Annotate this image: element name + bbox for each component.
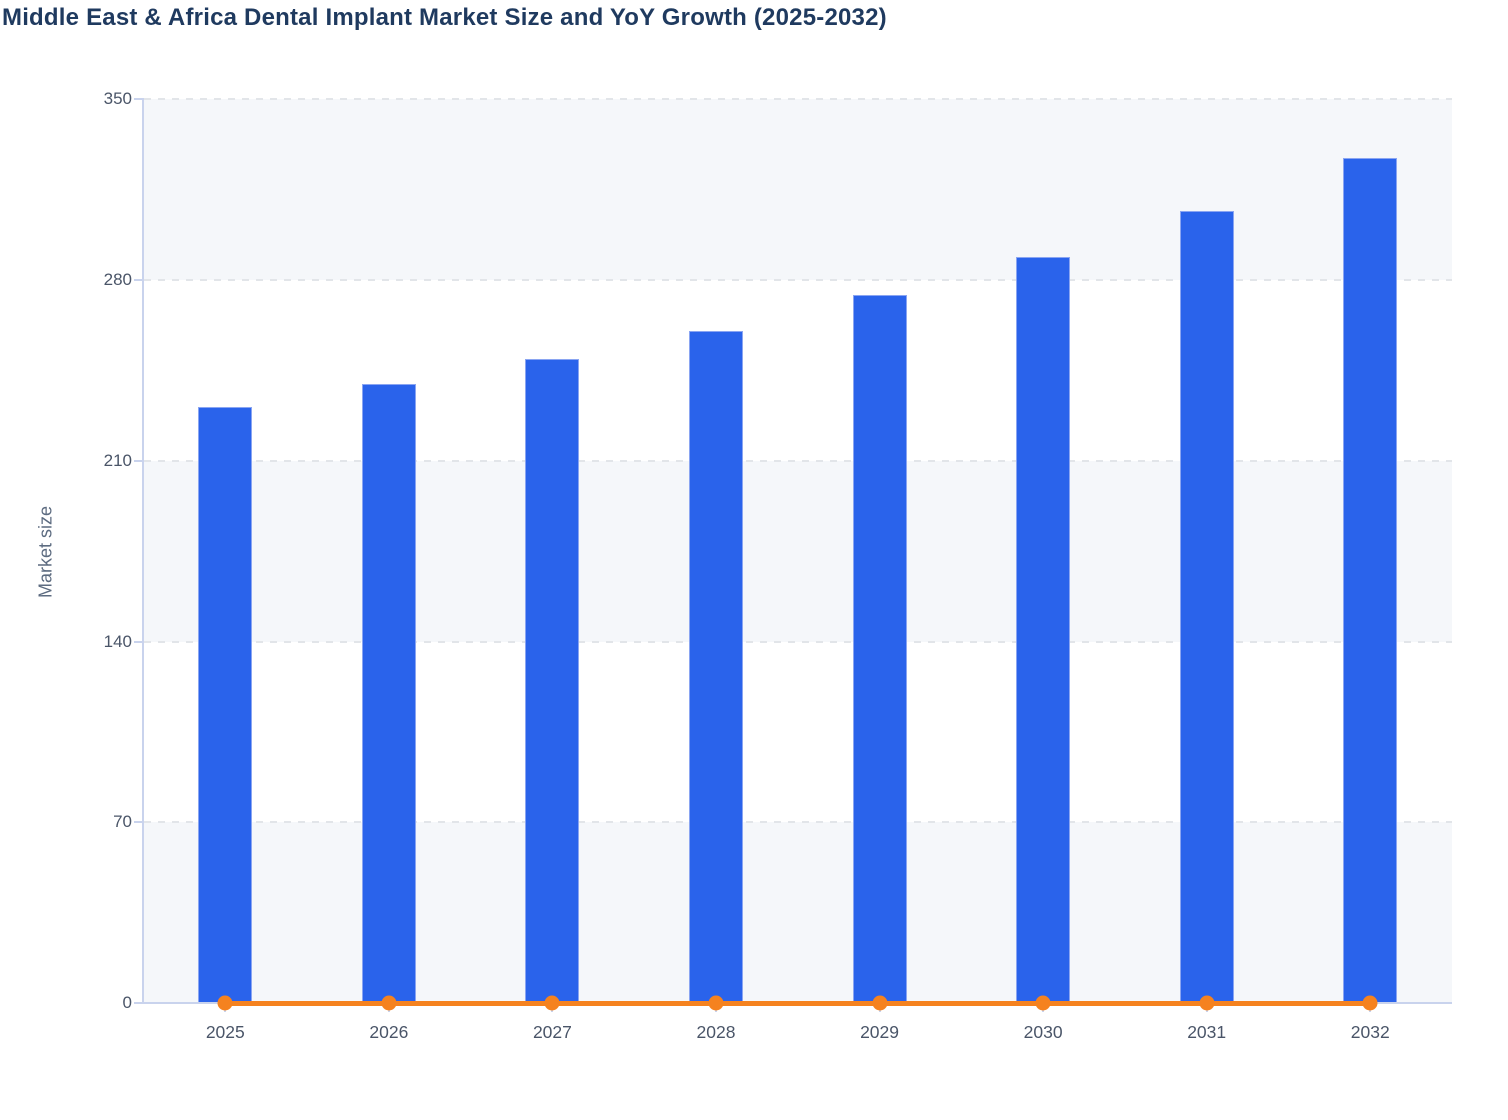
bar-2030[interactable]: [1016, 257, 1071, 1004]
plot-area: [143, 98, 1452, 1004]
y-tick-mark-350: [133, 98, 144, 100]
y-tick-mark-70: [133, 821, 144, 824]
yoy-marker-2029[interactable]: [872, 995, 888, 1011]
x-tick-label-2025: 2025: [205, 1022, 245, 1043]
bar-2028[interactable]: [688, 330, 743, 1004]
yoy-marker-2028[interactable]: [708, 995, 724, 1011]
y-axis-line: [141, 99, 144, 1004]
bar-2032[interactable]: [1343, 158, 1398, 1004]
plot-band: [143, 822, 1452, 1004]
yoy-marker-2031[interactable]: [1199, 995, 1215, 1011]
bar-2025[interactable]: [198, 407, 253, 1004]
x-tick-label-2031: 2031: [1187, 1022, 1227, 1043]
plot-band: [143, 460, 1452, 642]
bar-2027[interactable]: [525, 359, 580, 1004]
y-tick-label-140: 140: [103, 631, 132, 651]
bar-2031[interactable]: [1179, 211, 1234, 1004]
gridline-70: [143, 821, 1452, 824]
x-tick-label-2028: 2028: [696, 1022, 736, 1043]
y-axis-title: Market size: [35, 505, 56, 599]
yoy-marker-2026[interactable]: [381, 995, 397, 1011]
yoy-marker-2025[interactable]: [217, 995, 233, 1011]
y-tick-mark-280: [133, 278, 144, 281]
gridline-140: [143, 640, 1452, 643]
gridline-350: [143, 98, 1452, 100]
y-tick-label-350: 350: [103, 89, 132, 108]
y-tick-label-210: 210: [103, 450, 132, 470]
x-tick-label-2032: 2032: [1350, 1022, 1390, 1043]
yoy-marker-2032[interactable]: [1362, 995, 1378, 1011]
yoy-marker-2030[interactable]: [1035, 995, 1051, 1011]
gridline-280: [143, 278, 1452, 281]
x-tick-label-2029: 2029: [860, 1022, 899, 1043]
chart-title: Middle East & Africa Dental Implant Mark…: [2, 4, 887, 31]
y-tick-mark-0: [133, 1002, 144, 1005]
bar-2029[interactable]: [852, 295, 907, 1004]
yoy-growth-line: [225, 1000, 1371, 1006]
y-tick-label-280: 280: [103, 269, 132, 289]
y-tick-label-70: 70: [113, 812, 132, 832]
x-tick-label-2027: 2027: [532, 1022, 572, 1043]
y-tick-label-0: 0: [122, 993, 132, 1013]
y-tick-mark-210: [133, 459, 144, 462]
x-tick-label-2030: 2030: [1023, 1022, 1063, 1043]
bar-2026[interactable]: [361, 383, 416, 1004]
yoy-marker-2027[interactable]: [544, 995, 560, 1011]
x-tick-label-2026: 2026: [369, 1022, 409, 1043]
plot-band: [143, 99, 1452, 280]
gridline-210: [143, 459, 1452, 462]
y-tick-mark-140: [133, 640, 144, 643]
